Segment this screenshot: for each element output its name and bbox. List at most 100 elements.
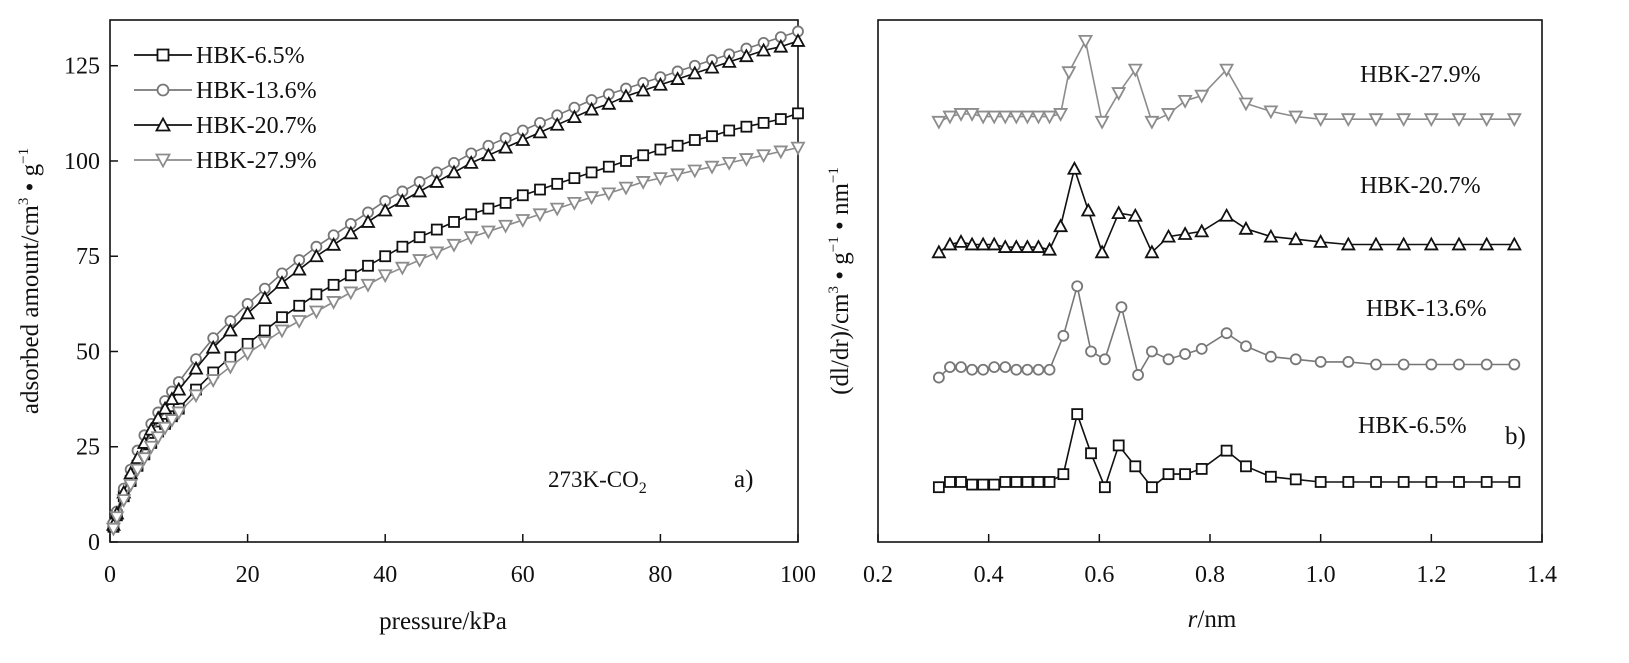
panel-b-point-hbk-13-6: [1057, 329, 1070, 342]
panel-b-point-hbk-20-7: [931, 244, 947, 259]
panel-a-point-hbk-20-7: [205, 339, 221, 354]
curve-label-hbk-6-5: HBK-6.5%: [1358, 413, 1467, 439]
panel-a-point-hbk-27-9: [463, 231, 479, 246]
panel-b-xtick-label: 1.0: [1306, 562, 1336, 588]
panel-a-point-hbk-27-9: [109, 511, 125, 526]
panel-b-point-hbk-20-7: [1194, 223, 1210, 238]
panel-a-point-hbk-6-5: [465, 208, 478, 221]
panel-a-annotation-main: 273K-CO: [548, 467, 639, 492]
panel-a-point-hbk-20-7: [498, 139, 514, 154]
panel-b-point-hbk-6-5: [1032, 476, 1045, 488]
panel-a-point-hbk-27-9: [343, 286, 359, 301]
panel-a-point-hbk-20-7: [412, 183, 428, 198]
panel-b-point-hbk-27-9: [1030, 110, 1046, 125]
panel-b-point-hbk-27-9: [1368, 113, 1384, 128]
panel-b-ylabel-mid2: • nm: [827, 183, 854, 237]
panel-a-series-hbk-13-6: [107, 25, 804, 529]
panel-a-point-hbk-27-9: [756, 149, 772, 164]
panel-b-xtick-label: 0.8: [1195, 562, 1225, 588]
panel-a-point-hbk-20-7: [721, 54, 737, 68]
legend-marker-hbk-20-7: [154, 116, 172, 132]
panel-a-ytick-label: 75: [76, 244, 100, 270]
panel-b-point-hbk-27-9: [1053, 108, 1069, 122]
panel-b-xtick-label: 1.4: [1527, 562, 1557, 588]
panel-b-point-hbk-27-9: [986, 110, 1002, 125]
panel-a-point-hbk-20-7: [360, 214, 376, 228]
panel-a-ytick-label: 125: [64, 54, 100, 80]
panel-b-point-hbk-6-5: [1057, 468, 1070, 481]
panel-a-point-hbk-20-7: [463, 155, 479, 169]
panel-a-point-hbk-20-7: [670, 71, 686, 85]
panel-a-ylabel-sup2: −1: [16, 148, 32, 164]
panel-a-point-hbk-27-9: [635, 176, 651, 190]
panel-a-point-hbk-27-9: [205, 374, 221, 388]
panel-a-point-hbk-27-9: [240, 347, 256, 362]
panel-b-series-hbk-6-5: [932, 408, 1521, 494]
panel-b-point-hbk-6-5: [1098, 481, 1111, 494]
panel-b-point-hbk-6-5: [1146, 481, 1158, 494]
panel-b-point-hbk-27-9: [1219, 63, 1235, 78]
panel-b-point-hbk-13-6: [1453, 358, 1465, 371]
panel-b-point-hbk-27-9: [1238, 97, 1254, 112]
panel-b-series-hbk-20-7: [931, 160, 1522, 259]
panel-a-xtick-label: 40: [373, 562, 397, 588]
panel-a-point-hbk-20-7: [566, 109, 582, 124]
panel-a-point-hbk-20-7: [343, 225, 359, 240]
panel-a-point-hbk-20-7: [584, 101, 600, 116]
panel-b-point-hbk-6-5: [1071, 408, 1084, 421]
panel-b-point-hbk-6-5: [1264, 470, 1277, 483]
panel-a-xtick-label: 100: [780, 562, 816, 588]
panel-a-point-hbk-27-9: [532, 208, 548, 223]
panel-b-point-hbk-27-9: [1313, 113, 1329, 128]
legend-label-hbk-27-9: HBK-27.9%: [196, 148, 317, 174]
panel-a-point-hbk-20-7: [532, 124, 548, 139]
legend-label-hbk-20-7: HBK-20.7%: [196, 113, 317, 139]
panel-b-point-hbk-20-7: [1111, 205, 1127, 220]
panel-a-label: a): [734, 466, 753, 493]
panel-a-point-hbk-6-5: [430, 223, 443, 236]
panel-b-point-hbk-27-9: [1263, 105, 1279, 120]
panel-a-point-hbk-20-7: [326, 236, 342, 251]
panel-b-point-hbk-13-6: [1098, 353, 1111, 366]
panel-a-point-hbk-20-7: [377, 202, 393, 217]
panel-b-point-hbk-27-9: [997, 110, 1013, 125]
panel-b-point-hbk-27-9: [1077, 34, 1094, 49]
legend-label-hbk-6-5: HBK-6.5%: [196, 43, 305, 69]
panel-a-point-hbk-20-7: [291, 261, 307, 276]
panel-b-point-hbk-13-6: [1370, 358, 1382, 371]
panel-b-point-hbk-13-6: [1508, 358, 1521, 371]
panel-b-point-hbk-27-9: [1177, 95, 1193, 109]
panel-a-point-hbk-6-5: [258, 324, 271, 337]
panel-b-point-hbk-20-7: [1030, 239, 1046, 253]
panel-b-label: b): [1505, 423, 1526, 450]
panel-a-point-hbk-27-9: [446, 238, 462, 253]
panel-b-point-hbk-6-5: [988, 478, 1001, 491]
panel-a-point-hbk-27-9: [164, 414, 180, 428]
panel-b-point-hbk-13-6: [966, 363, 978, 376]
panel-b-point-hbk-13-6: [1480, 358, 1493, 371]
legend-marker-hbk-6-5: [156, 48, 170, 62]
panel-b-point-hbk-6-5: [1342, 476, 1355, 488]
panel-b-point-hbk-13-6: [1085, 345, 1097, 358]
panel-a-annotation: 273K-CO2: [548, 467, 647, 497]
panel-a-point-hbk-6-5: [551, 177, 564, 190]
panel-a-ticks-layer: 0 20 40 60 80 100 0 25 50 75 100 125: [64, 54, 816, 588]
panel-a-point-hbk-6-5: [310, 288, 323, 301]
panel-a-point-hbk-6-5: [379, 250, 392, 263]
panel-b-point-hbk-27-9: [1160, 108, 1177, 122]
curve-label-hbk-13-6: HBK-13.6%: [1366, 296, 1487, 322]
panel-a-point-hbk-20-7: [150, 410, 166, 425]
panel-a-point-hbk-27-9: [721, 156, 737, 171]
panel-b-point-hbk-13-6: [977, 363, 990, 376]
panel-b-point-hbk-20-7: [1177, 226, 1193, 240]
panel-b-point-hbk-6-5: [1314, 476, 1327, 488]
panel-b-point-hbk-20-7: [1340, 236, 1356, 251]
panel-b-xlabel: r/nm: [1188, 606, 1237, 633]
panel-a-point-hbk-27-9: [687, 164, 703, 179]
panel-b-point-hbk-20-7: [1127, 207, 1143, 222]
panel-a-series-layer: [105, 25, 806, 537]
panel-b-point-hbk-6-5: [1021, 476, 1034, 488]
panel-a-point-hbk-20-7: [756, 42, 772, 57]
panel-b-xtick-label: 0.4: [974, 562, 1004, 588]
panel-b-point-hbk-27-9: [964, 108, 980, 122]
